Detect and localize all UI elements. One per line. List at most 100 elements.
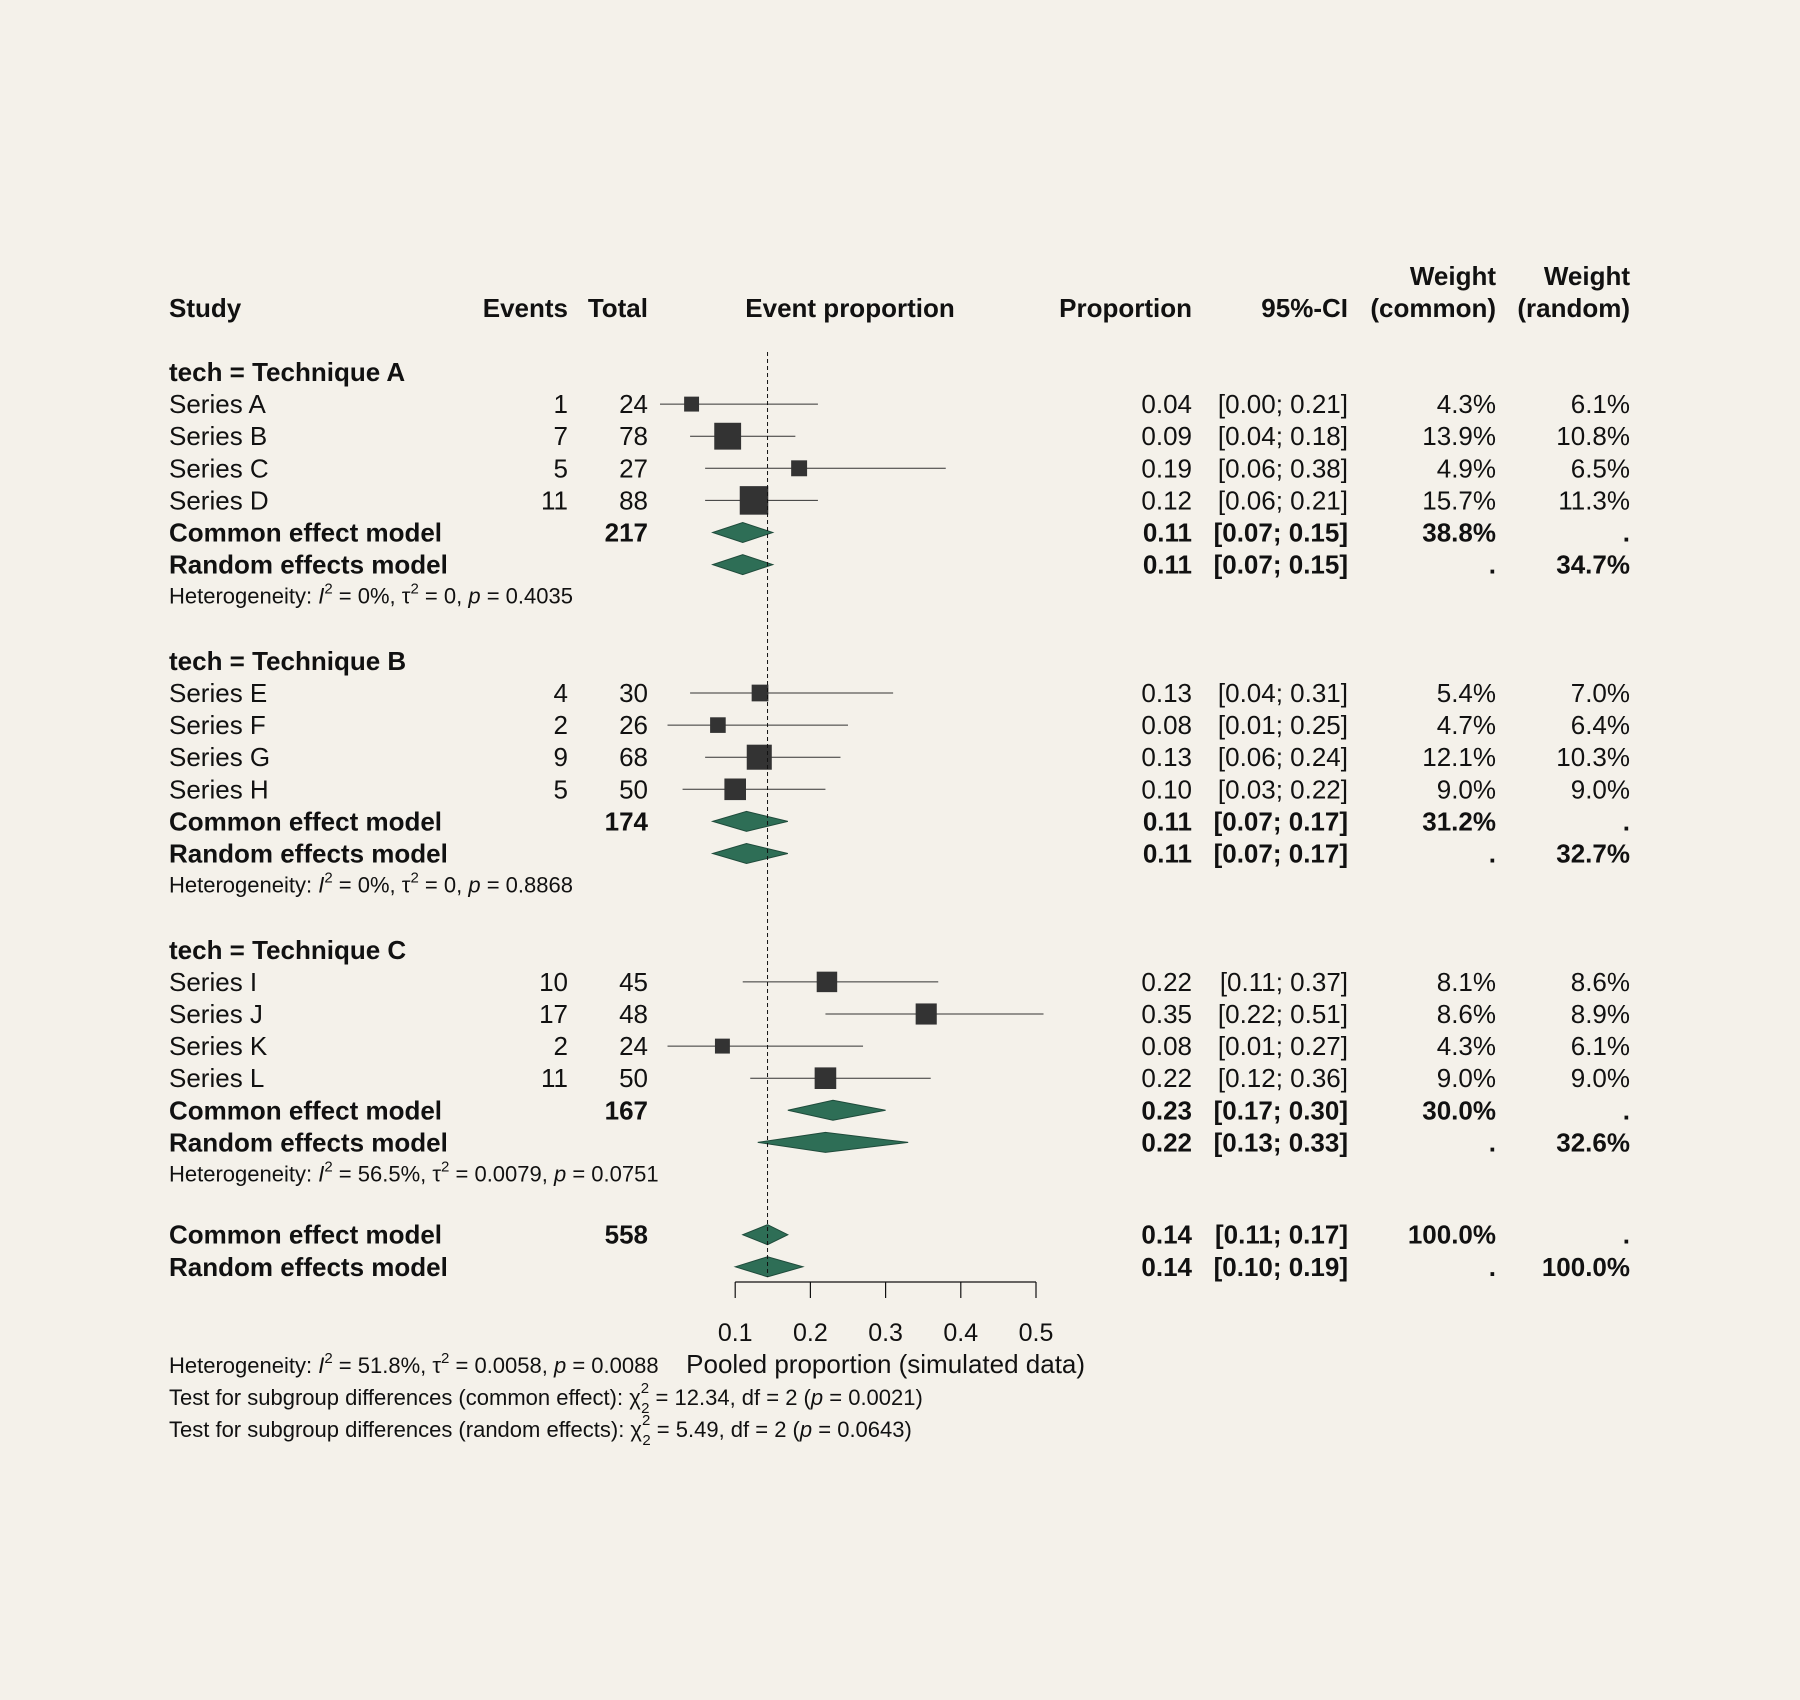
subgroup-2-study-1-weight-random: 7.0% [1571, 678, 1630, 708]
subgroup-1-study-1-square [684, 396, 700, 412]
subgroup-1-study-1-weight-common: 4.3% [1437, 389, 1496, 419]
subgroup-2-common-label: Common effect model [169, 806, 442, 836]
subgroup-2-study-2-weight-common: 4.7% [1437, 710, 1496, 740]
subgroup-3-title: tech = Technique C [169, 935, 406, 965]
subgroup-3-study-3-square [714, 1038, 730, 1054]
subgroup-1-study-2-events: 7 [554, 421, 568, 451]
subgroup-2-common-weight-common: 31.2% [1422, 806, 1496, 836]
subgroup-2-study-4-weight-common: 9.0% [1437, 774, 1496, 804]
subgroup-2-study-3-name: Series G [169, 742, 270, 772]
subgroup-3-study-1-weight-random: 8.6% [1571, 967, 1630, 997]
subgroup-2-random-weight-common: . [1489, 839, 1496, 869]
subgroup-3-common-weight-random: . [1623, 1095, 1630, 1125]
subgroup-1-study-4-weight-common: 15.7% [1422, 485, 1496, 515]
subgroup-2-study-3-ci: [0.06; 0.24] [1218, 742, 1348, 772]
subgroup-1-heterogeneity: Heterogeneity: I2 = 0%, τ2 = 0, p = 0.40… [169, 581, 573, 609]
subgroup-1-common-diamond [711, 521, 775, 544]
overall-random-weight-random: 100.0% [1542, 1252, 1630, 1282]
subgroup-2-random-proportion: 0.11 [1143, 839, 1192, 869]
overall-common-ci: [0.11; 0.17] [1215, 1220, 1348, 1250]
subgroup-2-study-2-ci: [0.01; 0.25] [1218, 710, 1348, 740]
subgroup-3-study-1-ci: [0.11; 0.37] [1220, 967, 1348, 997]
subgroup-3-study-4-weight-random: 9.0% [1571, 1063, 1630, 1093]
subgroup-1-study-1-events: 1 [554, 389, 568, 419]
subgroup-2-study-2-events: 2 [554, 710, 568, 740]
overall-random-label: Random effects model [169, 1252, 448, 1282]
subgroup-3-study-4-weight-common: 9.0% [1437, 1063, 1496, 1093]
subgroup-1-study-3-total: 27 [619, 453, 648, 483]
subgroup-1-study-2-proportion: 0.09 [1141, 421, 1192, 451]
subgroup-3-study-4-total: 50 [619, 1063, 648, 1093]
subgroup-1-study-1-total: 24 [619, 389, 648, 419]
subgroup-3-random-label: Random effects model [169, 1127, 448, 1157]
header-events: Events [483, 293, 568, 323]
subgroup-3-heterogeneity: Heterogeneity: I2 = 56.5%, τ2 = 0.0079, … [169, 1159, 659, 1187]
subgroup-1-random-weight-random: 34.7% [1556, 550, 1630, 580]
subgroup-1-study-4-name: Series D [169, 485, 269, 515]
subgroup-1-study-3-ci: [0.06; 0.38] [1218, 453, 1348, 483]
subgroup-3-random-proportion: 0.22 [1141, 1127, 1192, 1157]
subgroup-2-random-weight-random: 32.7% [1556, 839, 1630, 869]
subgroup-3-random-ci: [0.13; 0.33] [1214, 1127, 1348, 1157]
subgroup-1-study-2-name: Series B [169, 421, 267, 451]
subgroup-3-study-2-square [915, 1003, 937, 1025]
subgroup-2-random-diamond [710, 842, 788, 865]
subgroup-1-study-4-proportion: 0.12 [1141, 485, 1192, 515]
subgroup-1-study-3-proportion: 0.19 [1141, 453, 1192, 483]
header-event-proportion: Event proportion [745, 293, 954, 323]
subgroup-2-study-4-square [724, 778, 746, 801]
subgroup-2-study-4-ci: [0.03; 0.22] [1218, 774, 1348, 804]
subgroup-2-study-2-proportion: 0.08 [1141, 710, 1192, 740]
subgroup-3-study-2-proportion: 0.35 [1141, 999, 1192, 1029]
subgroup-3-common-label: Common effect model [169, 1095, 442, 1125]
subgroup-1-study-3-square [791, 460, 808, 477]
subgroup-2-study-3-weight-random: 10.3% [1556, 742, 1630, 772]
subgroup-2-study-2-name: Series F [169, 710, 266, 740]
header-proportion: Proportion [1059, 293, 1192, 323]
subgroup-1-study-2-weight-common: 13.9% [1422, 421, 1496, 451]
subgroup-1-common-weight-random: . [1623, 518, 1630, 548]
subgroup-2-study-1-total: 30 [619, 678, 648, 708]
subgroup-1-random-diamond [711, 554, 775, 576]
subgroup-3-random-weight-random: 32.6% [1556, 1127, 1630, 1157]
subgroup-3-study-2-weight-random: 8.9% [1571, 999, 1630, 1029]
footer-stats: Heterogeneity: I2 = 51.8%, τ2 = 0.0058, … [169, 1350, 923, 1449]
subgroup-3-random-diamond [757, 1131, 909, 1153]
subgroup-test-2: Test for subgroup differences (random ef… [169, 1412, 912, 1449]
subgroup-3-study-2-weight-common: 8.6% [1437, 999, 1496, 1029]
subgroup-1-common-proportion: 0.11 [1143, 518, 1192, 548]
subgroup-3-study-3-events: 2 [554, 1031, 568, 1061]
header-total: Total [588, 293, 648, 323]
subgroup-2-common-proportion: 0.11 [1143, 806, 1192, 836]
overall-common-label: Common effect model [169, 1220, 442, 1250]
header-weight-random-1: Weight [1544, 261, 1631, 291]
subgroup-3-study-3-total: 24 [619, 1031, 648, 1061]
overall-common-total: 558 [605, 1220, 648, 1250]
subgroup-1-study-4-ci: [0.06; 0.21] [1218, 485, 1348, 515]
subgroup-1-study-3-name: Series C [169, 453, 269, 483]
header-weight-random-2: (random) [1517, 293, 1630, 323]
subgroup-3-study-2-name: Series J [169, 999, 263, 1029]
subgroup-3-common-diamond [787, 1099, 886, 1121]
overall-random-weight-common: . [1489, 1252, 1496, 1282]
overall-common-proportion: 0.14 [1141, 1220, 1192, 1250]
subgroup-2-study-4-events: 5 [554, 774, 568, 804]
subgroup-3-common-proportion: 0.23 [1141, 1095, 1192, 1125]
subgroup-1-random-label: Random effects model [169, 550, 448, 580]
subgroup-3-common-total: 167 [605, 1095, 648, 1125]
subgroup-1-study-4-events: 11 [541, 485, 568, 515]
subgroup-3-study-3-ci: [0.01; 0.27] [1218, 1031, 1348, 1061]
overall-common-weight-common: 100.0% [1408, 1220, 1496, 1250]
subgroup-3-study-1-square [816, 971, 838, 993]
subgroup-2-random-label: Random effects model [169, 839, 448, 869]
subgroup-2-title: tech = Technique B [169, 646, 406, 676]
subgroup-2-study-1-square [751, 684, 769, 702]
subgroup-3-study-3-weight-common: 4.3% [1437, 1031, 1496, 1061]
subgroup-3-study-3-proportion: 0.08 [1141, 1031, 1192, 1061]
subgroup-2-study-2-total: 26 [619, 710, 648, 740]
subgroup-2-common-weight-random: . [1623, 806, 1630, 836]
subgroup-2-study-1-name: Series E [169, 678, 267, 708]
subgroup-1-common-total: 217 [605, 518, 648, 548]
